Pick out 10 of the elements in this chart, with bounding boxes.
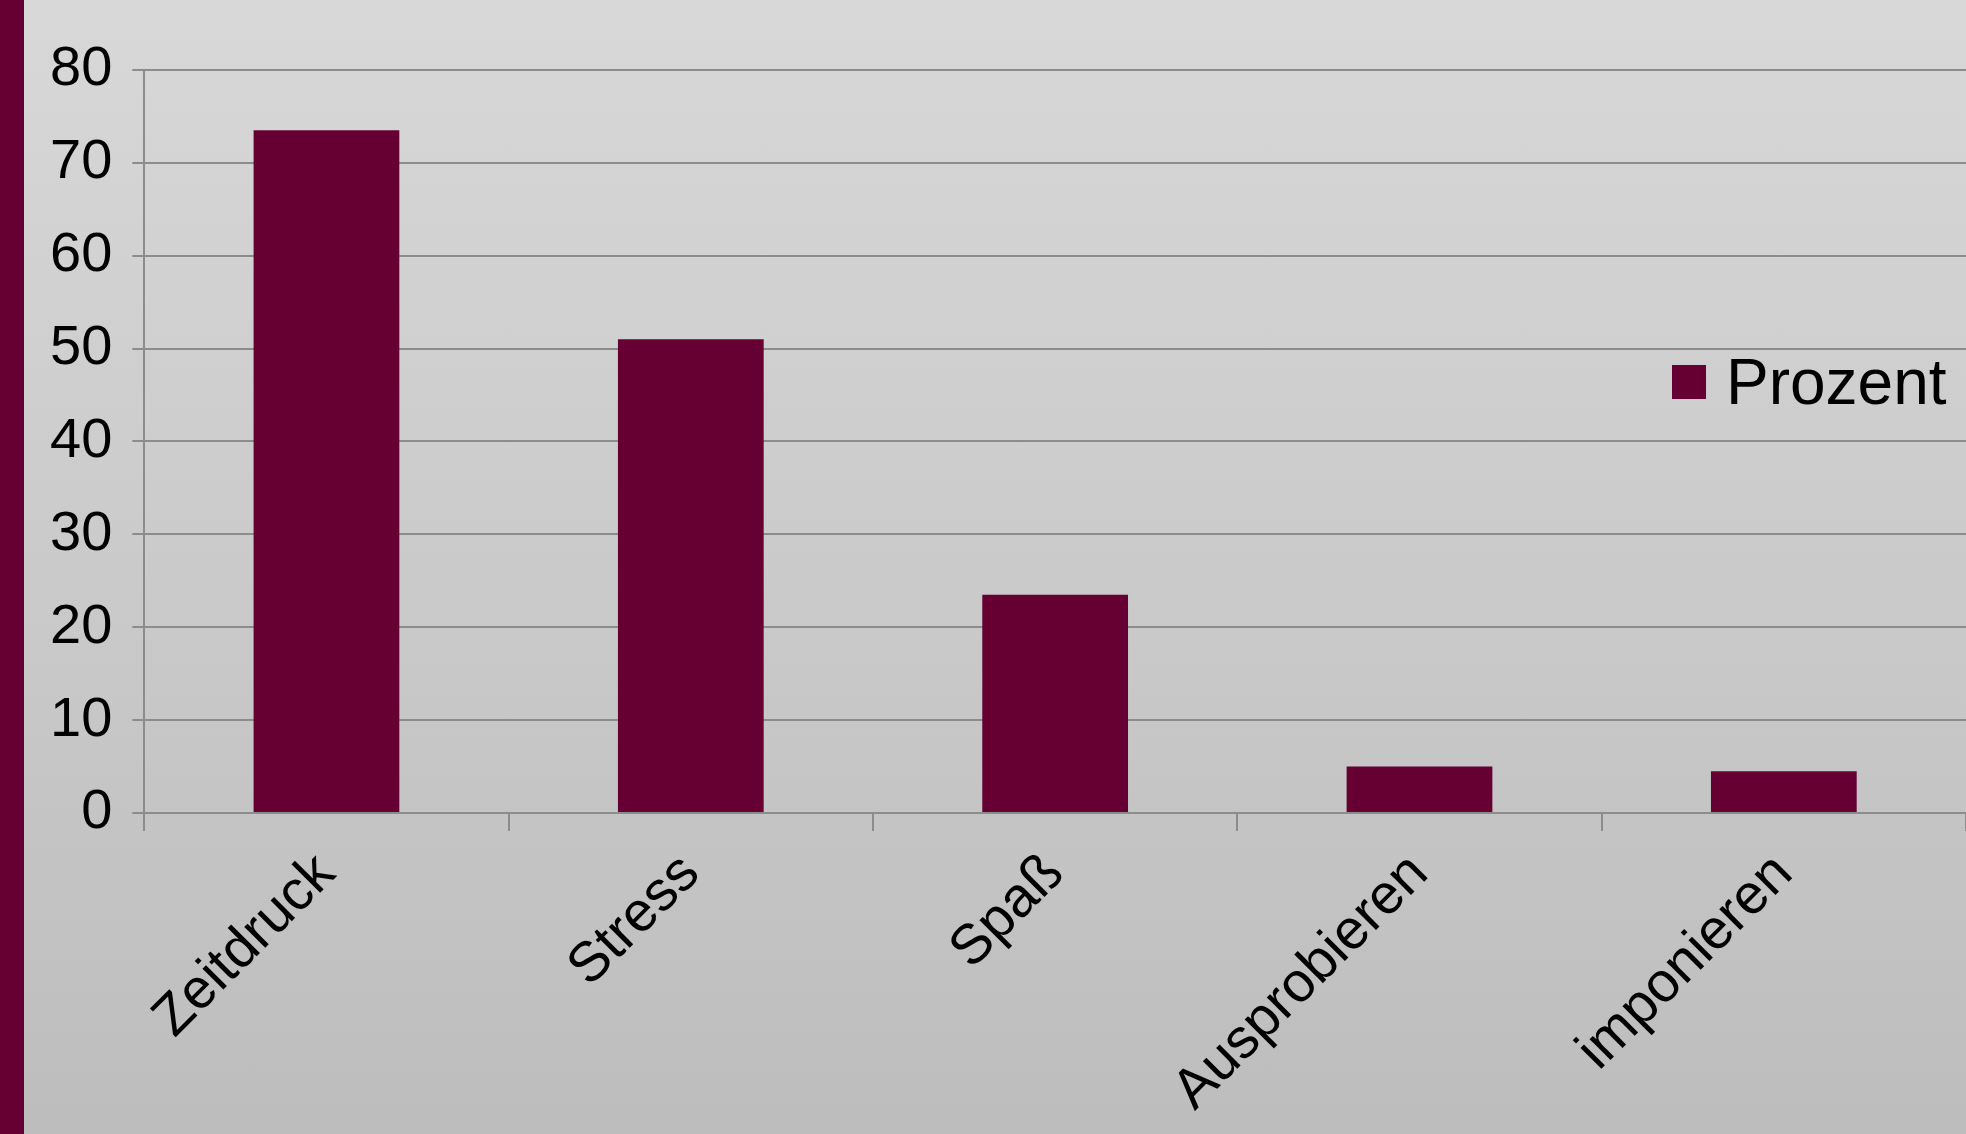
y-tick-label: 30 [49, 498, 113, 562]
y-tick-label: 0 [81, 777, 113, 841]
y-tick-label: 10 [49, 684, 113, 748]
legend-label: Prozent [1726, 345, 1947, 419]
y-tick-label: 70 [49, 127, 113, 191]
y-tick-label: 60 [49, 220, 113, 284]
y-tick-label: 20 [49, 591, 113, 655]
y-tick-label: 50 [49, 313, 113, 377]
y-tick-label: 40 [49, 405, 113, 469]
y-tick-label: 80 [49, 34, 113, 98]
